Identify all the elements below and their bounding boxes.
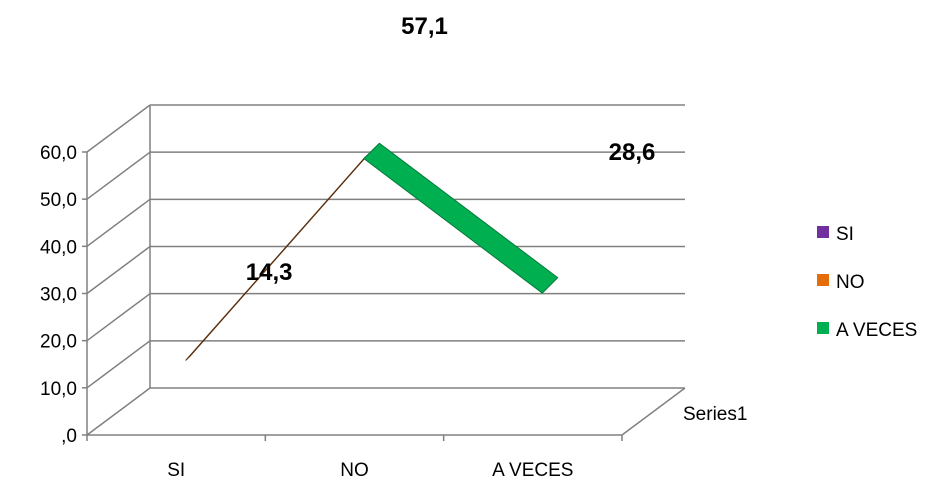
- data-label: 14,3: [246, 259, 293, 286]
- depth-axis-label: Series1: [683, 404, 747, 425]
- legend-label: NO: [836, 272, 865, 293]
- y-tick-label: 60,0: [40, 143, 77, 164]
- legend-swatch: [817, 274, 829, 286]
- gridline-side: [86, 387, 151, 436]
- legend: SI NO A VECES: [817, 224, 917, 341]
- y-tick-label: 40,0: [40, 237, 77, 258]
- data-label: 57,1: [401, 13, 448, 40]
- y-tick-label: 20,0: [40, 332, 77, 353]
- data-labels: 14,3 57,1 28,6: [246, 13, 656, 286]
- y-axis-ticks: ,0 10,0 20,0 30,0 40,0 50,0 60,0: [40, 143, 87, 447]
- series-segment: [185, 153, 370, 361]
- y-tick-label: 50,0: [40, 190, 77, 211]
- y-tick-label: ,0: [61, 426, 77, 447]
- data-label: 28,6: [609, 139, 656, 166]
- y-tick-label: 10,0: [40, 379, 77, 400]
- x-category-label: A VECES: [492, 460, 573, 481]
- x-category-label: SI: [167, 460, 185, 481]
- y-tick-label: 30,0: [40, 285, 77, 306]
- gridline-side: [86, 151, 151, 200]
- legend-swatch: [817, 226, 829, 238]
- legend-label: A VECES: [836, 320, 917, 341]
- gridline-side: [86, 293, 151, 342]
- series-ribbon: [185, 142, 559, 361]
- x-category-label: NO: [340, 460, 369, 481]
- gridline-side: [86, 340, 151, 389]
- gridline-side: [86, 245, 151, 295]
- floor-right-edge: [621, 387, 686, 436]
- x-axis-categories: SI NO A VECES: [86, 435, 623, 481]
- gridline-side: [86, 104, 151, 153]
- legend-label: SI: [836, 224, 854, 245]
- gridline-side: [86, 198, 151, 247]
- series-segment: [363, 142, 559, 294]
- legend-swatch: [817, 322, 829, 334]
